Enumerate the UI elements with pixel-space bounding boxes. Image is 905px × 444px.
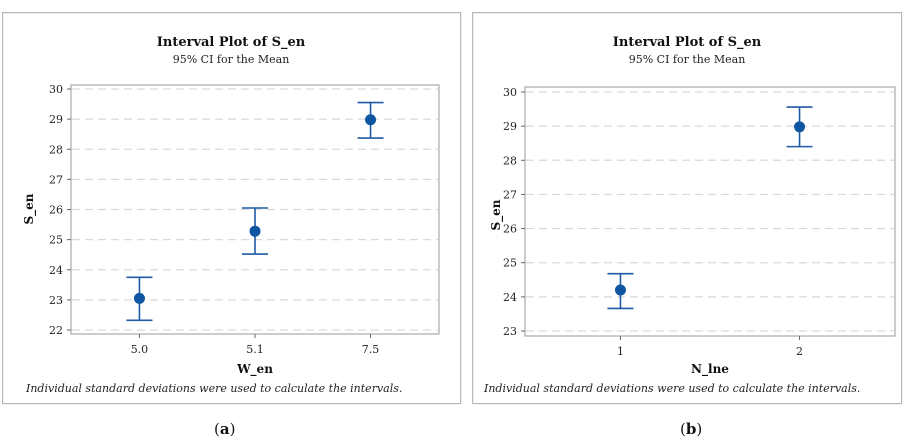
caption-letter: a bbox=[219, 420, 230, 438]
mean-point bbox=[133, 292, 145, 304]
interval-5.0 bbox=[126, 276, 153, 322]
interval-1 bbox=[607, 272, 634, 310]
y-tick-label: 29 bbox=[503, 120, 517, 133]
caption-letter: b bbox=[685, 420, 697, 438]
caption-a: (a) bbox=[214, 420, 235, 438]
interval-plot-w-en: Interval Plot of S_en 95% CI for the Mea… bbox=[2, 12, 462, 405]
chart-title: Interval Plot of S_en bbox=[613, 35, 762, 50]
y-tick-label: 30 bbox=[49, 83, 63, 96]
chart-title: Interval Plot of S_en bbox=[157, 35, 306, 50]
y-tick-label: 23 bbox=[503, 325, 517, 338]
gridlines bbox=[526, 91, 894, 332]
y-axis-label: S_en bbox=[22, 193, 37, 224]
mean-point bbox=[794, 121, 806, 133]
y-tick-label: 24 bbox=[49, 264, 63, 277]
y-tick-label: 28 bbox=[49, 143, 63, 156]
y-tick-label: 26 bbox=[49, 204, 63, 217]
footnote: Individual standard deviations were used… bbox=[25, 382, 402, 395]
x-tick-label: 5.0 bbox=[131, 343, 149, 356]
chart-panel-a: Interval Plot of S_en 95% CI for the Mea… bbox=[2, 12, 462, 405]
x-tick-label: 7.5 bbox=[362, 343, 380, 356]
gridlines bbox=[72, 88, 438, 331]
mean-point bbox=[614, 284, 626, 296]
y-axis-ticks: 23 24 25 26 27 28 29 30 bbox=[503, 86, 525, 338]
x-axis-label: W_en bbox=[236, 362, 273, 377]
y-tick-label: 24 bbox=[503, 291, 517, 304]
x-tick-label: 2 bbox=[796, 345, 803, 358]
y-tick-label: 25 bbox=[503, 257, 517, 270]
chart-subtitle: 95% CI for the Mean bbox=[629, 53, 746, 66]
interval-2 bbox=[786, 106, 813, 148]
caption-close: ) bbox=[696, 420, 703, 438]
y-tick-label: 25 bbox=[49, 234, 63, 247]
chart-panel-b: Interval Plot of S_en 95% CI for the Mea… bbox=[472, 12, 903, 405]
x-tick-label: 5.1 bbox=[246, 343, 264, 356]
mean-point bbox=[249, 225, 261, 237]
caption-close: ) bbox=[229, 420, 236, 438]
y-tick-label: 29 bbox=[49, 113, 63, 126]
mean-point bbox=[365, 114, 377, 126]
y-tick-label: 23 bbox=[49, 294, 63, 307]
interval-7.5 bbox=[357, 101, 384, 139]
caption-b: (b) bbox=[680, 420, 702, 438]
y-axis-label: S_en bbox=[489, 199, 504, 230]
x-tick-label: 1 bbox=[617, 345, 624, 358]
interval-marks bbox=[126, 101, 384, 322]
footnote: Individual standard deviations were used… bbox=[483, 382, 860, 395]
y-tick-label: 27 bbox=[49, 173, 63, 186]
y-tick-label: 27 bbox=[503, 188, 517, 201]
plot-area bbox=[524, 86, 896, 337]
chart-subtitle: 95% CI for the Mean bbox=[173, 53, 290, 66]
y-axis-ticks: 22 23 24 25 26 27 28 29 30 bbox=[49, 83, 71, 337]
y-tick-label: 26 bbox=[503, 223, 517, 236]
x-axis-ticks: 5.0 5.1 7.5 bbox=[131, 334, 380, 356]
caption-open: ( bbox=[680, 420, 686, 438]
y-tick-label: 22 bbox=[49, 324, 63, 337]
interval-marks bbox=[607, 106, 813, 310]
x-axis-label: N_lne bbox=[691, 362, 729, 377]
interval-plot-n-lne: Interval Plot of S_en 95% CI for the Mea… bbox=[472, 12, 903, 405]
y-tick-label: 28 bbox=[503, 154, 517, 167]
y-tick-label: 30 bbox=[503, 86, 517, 99]
caption-open: ( bbox=[214, 420, 220, 438]
interval-5.1 bbox=[242, 207, 268, 255]
